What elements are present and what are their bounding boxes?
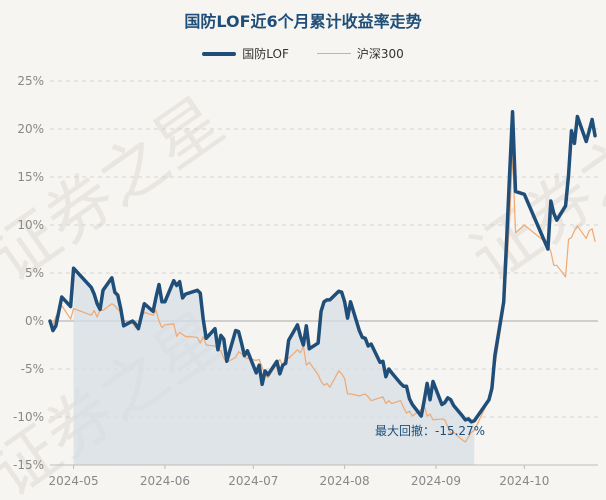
x-tick-label: 2024-09 — [411, 474, 461, 488]
y-tick-label: 25% — [17, 74, 44, 88]
watermark-text: 证券之星 — [457, 82, 606, 296]
axes: 25% 20% 15% 10% 5% 0% -5% -10% -15% 2024-05 2024-0… — [13, 74, 598, 488]
series-line-fund — [48, 109, 597, 424]
y-tick-label: 5% — [25, 266, 44, 280]
x-tick-label: 2024-05 — [48, 474, 98, 488]
y-tick-label: 10% — [17, 218, 44, 232]
legend-swatch-fund — [202, 51, 237, 56]
legend-item-index[interactable]: 沪深300 — [316, 45, 404, 62]
legend-label-fund: 国防LOF — [242, 47, 289, 61]
series-lines — [48, 109, 597, 443]
y-tick-label: 20% — [17, 122, 44, 136]
y-tick-label: 0% — [25, 314, 44, 328]
y-tick-label: -10% — [13, 410, 44, 424]
legend: 国防LOF 沪深300 — [0, 45, 606, 62]
chart-title: 国防LOF近6个月累计收益率走势 — [184, 12, 422, 31]
x-tick-label: 2024-06 — [140, 474, 190, 488]
annotations: 最大回撤：-15.27% — [375, 423, 485, 438]
drawdown-label: 最大回撤：-15.27% — [375, 423, 485, 438]
y-tick-label: 15% — [17, 170, 44, 184]
y-tick-label: -5% — [21, 362, 44, 376]
legend-swatch-index — [316, 53, 351, 54]
x-tick-label: 2024-10 — [499, 474, 549, 488]
y-tick-label: -15% — [13, 458, 44, 472]
x-tick-label: 2024-08 — [320, 474, 370, 488]
watermark-text: 证券之星 — [0, 82, 237, 296]
legend-label-index: 沪深300 — [356, 47, 404, 61]
legend-item-fund[interactable]: 国防LOF — [202, 45, 289, 62]
x-tick-label: 2024-07 — [228, 474, 278, 488]
